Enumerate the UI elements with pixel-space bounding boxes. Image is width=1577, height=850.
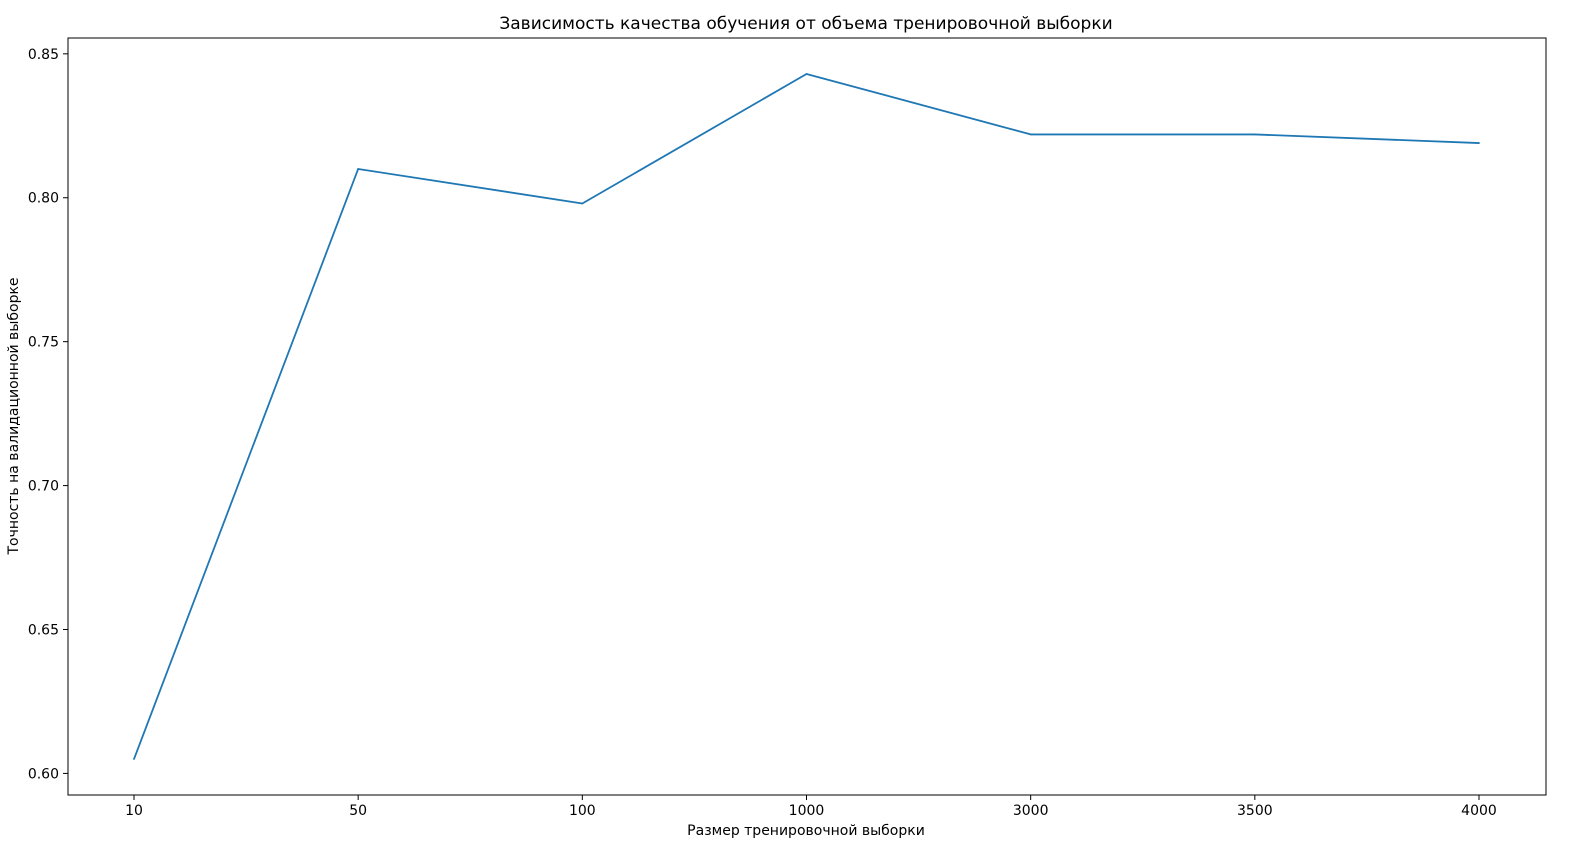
y-tick-label: 0.70 <box>28 479 59 495</box>
x-tick-label: 3500 <box>1237 803 1273 819</box>
y-tick-label: 0.60 <box>28 766 59 782</box>
chart-title: Зависимость качества обучения от объема … <box>499 14 1112 34</box>
y-tick-label: 0.85 <box>28 47 59 63</box>
y-tick-label: 0.75 <box>28 335 59 351</box>
x-axis-ticks: 10 50 100 1000 3000 3500 4000 <box>125 795 1497 819</box>
series-group <box>133 73 1480 760</box>
x-tick-label: 10 <box>125 803 143 819</box>
series-line <box>133 73 1480 760</box>
x-axis-label: Размер тренировочной выборки <box>687 823 925 839</box>
plot-frame <box>67 37 1547 796</box>
x-tick-label: 50 <box>349 803 367 819</box>
y-tick-label: 0.65 <box>28 622 59 638</box>
data-point <box>1029 133 1032 136</box>
x-tick-label: 4000 <box>1461 803 1497 819</box>
y-axis-label: Точность на валидационной выборке <box>6 277 22 555</box>
data-point <box>133 758 135 760</box>
data-point <box>1253 133 1256 136</box>
data-point <box>805 73 808 75</box>
data-point <box>357 168 360 170</box>
x-tick-label: 3000 <box>1013 803 1049 819</box>
x-tick-label: 100 <box>569 803 596 819</box>
data-point <box>1478 142 1480 144</box>
y-tick-label: 0.80 <box>28 191 59 207</box>
y-axis-ticks: 0.60 0.65 0.70 0.75 0.80 0.85 <box>28 47 68 782</box>
data-point <box>581 202 584 205</box>
x-tick-label: 1000 <box>789 803 825 819</box>
